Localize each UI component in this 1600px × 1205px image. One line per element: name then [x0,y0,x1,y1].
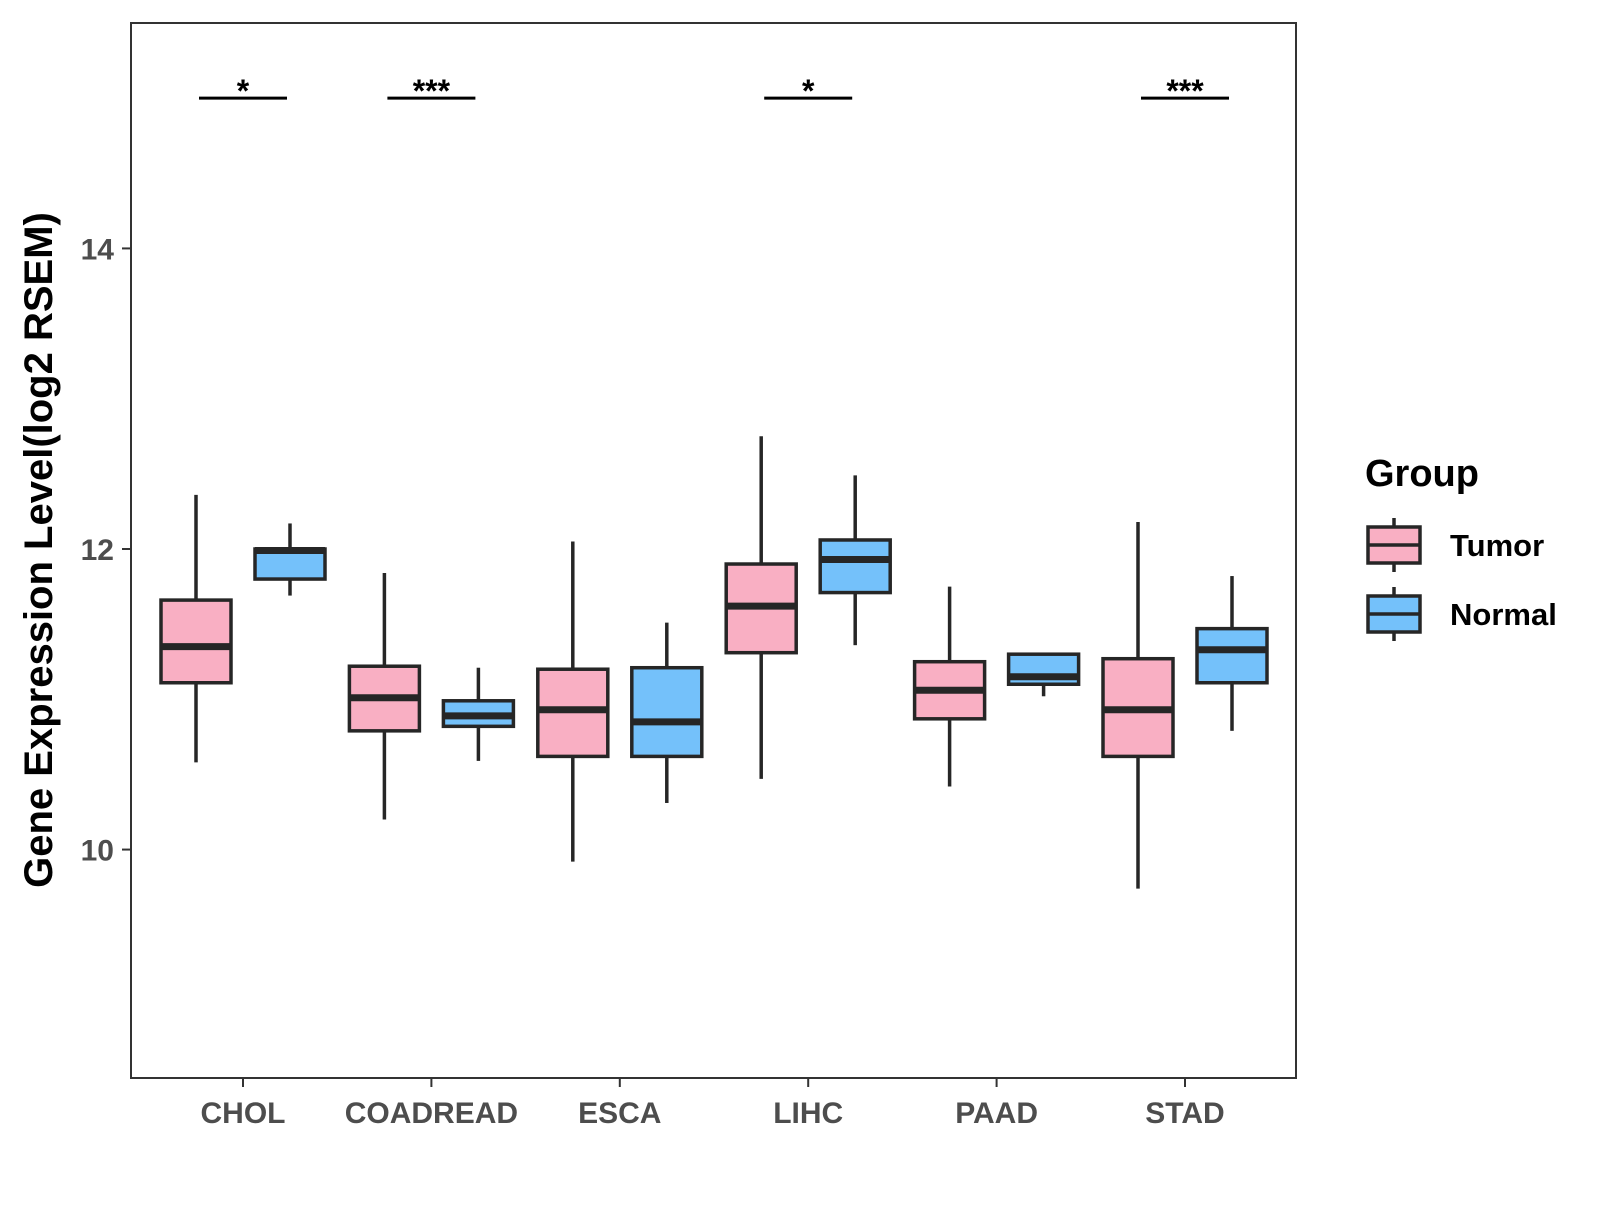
box-normal-chol [253,523,327,596]
x-axis: CHOL COADREAD ESCA LIHC PAAD STAD [201,1078,1225,1130]
box-normal-stad [1195,576,1269,731]
box-body [630,665,704,759]
x-tick-label-esca: ESCA [578,1097,661,1130]
box-normal-esca [630,622,704,803]
legend: Group Tumor Normal [1365,453,1557,641]
legend-label-tumor: Tumor [1450,528,1544,563]
boxes-layer [159,436,1269,889]
y-axis: 10 12 14 [81,233,131,868]
box-tumor-chol [159,494,233,763]
significance-label-stad: *** [1166,73,1204,109]
x-tick-label-chol: CHOL [201,1097,286,1130]
box-body [818,538,892,595]
legend-title: Group [1365,453,1479,495]
plot-panel-border [130,22,1297,1079]
box-tumor-esca [536,541,610,862]
x-tick-label-paad: PAAD [955,1097,1038,1130]
legend-label-normal: Normal [1450,597,1557,632]
y-axis-title: Gene Expression Level(log2 RSEM) [17,212,61,888]
significance-label-coadread: *** [413,73,451,109]
y-tick-label: 14 [81,233,115,266]
box-tumor-coadread [347,573,422,820]
box-normal-paad [1006,652,1081,697]
significance-label-lihc: * [802,73,815,109]
box-body [159,598,233,685]
y-tick-label: 12 [81,534,114,567]
legend-entry-tumor: Tumor [1366,518,1544,572]
box-tumor-paad [912,586,987,787]
legend-entry-normal: Normal [1366,587,1557,641]
box-tumor-stad [1101,521,1175,889]
significance-layer: * *** * *** [199,73,1229,109]
box-normal-coadread [441,667,516,761]
y-tick-label: 10 [81,835,114,868]
box-normal-lihc [818,475,892,646]
box-body [1195,626,1269,685]
box-tumor-lihc [724,436,798,779]
significance-label-chol: * [237,73,250,109]
x-tick-label-stad: STAD [1145,1097,1224,1130]
x-tick-label-lihc: LIHC [773,1097,843,1130]
x-tick-label-coadread: COADREAD [345,1097,518,1130]
